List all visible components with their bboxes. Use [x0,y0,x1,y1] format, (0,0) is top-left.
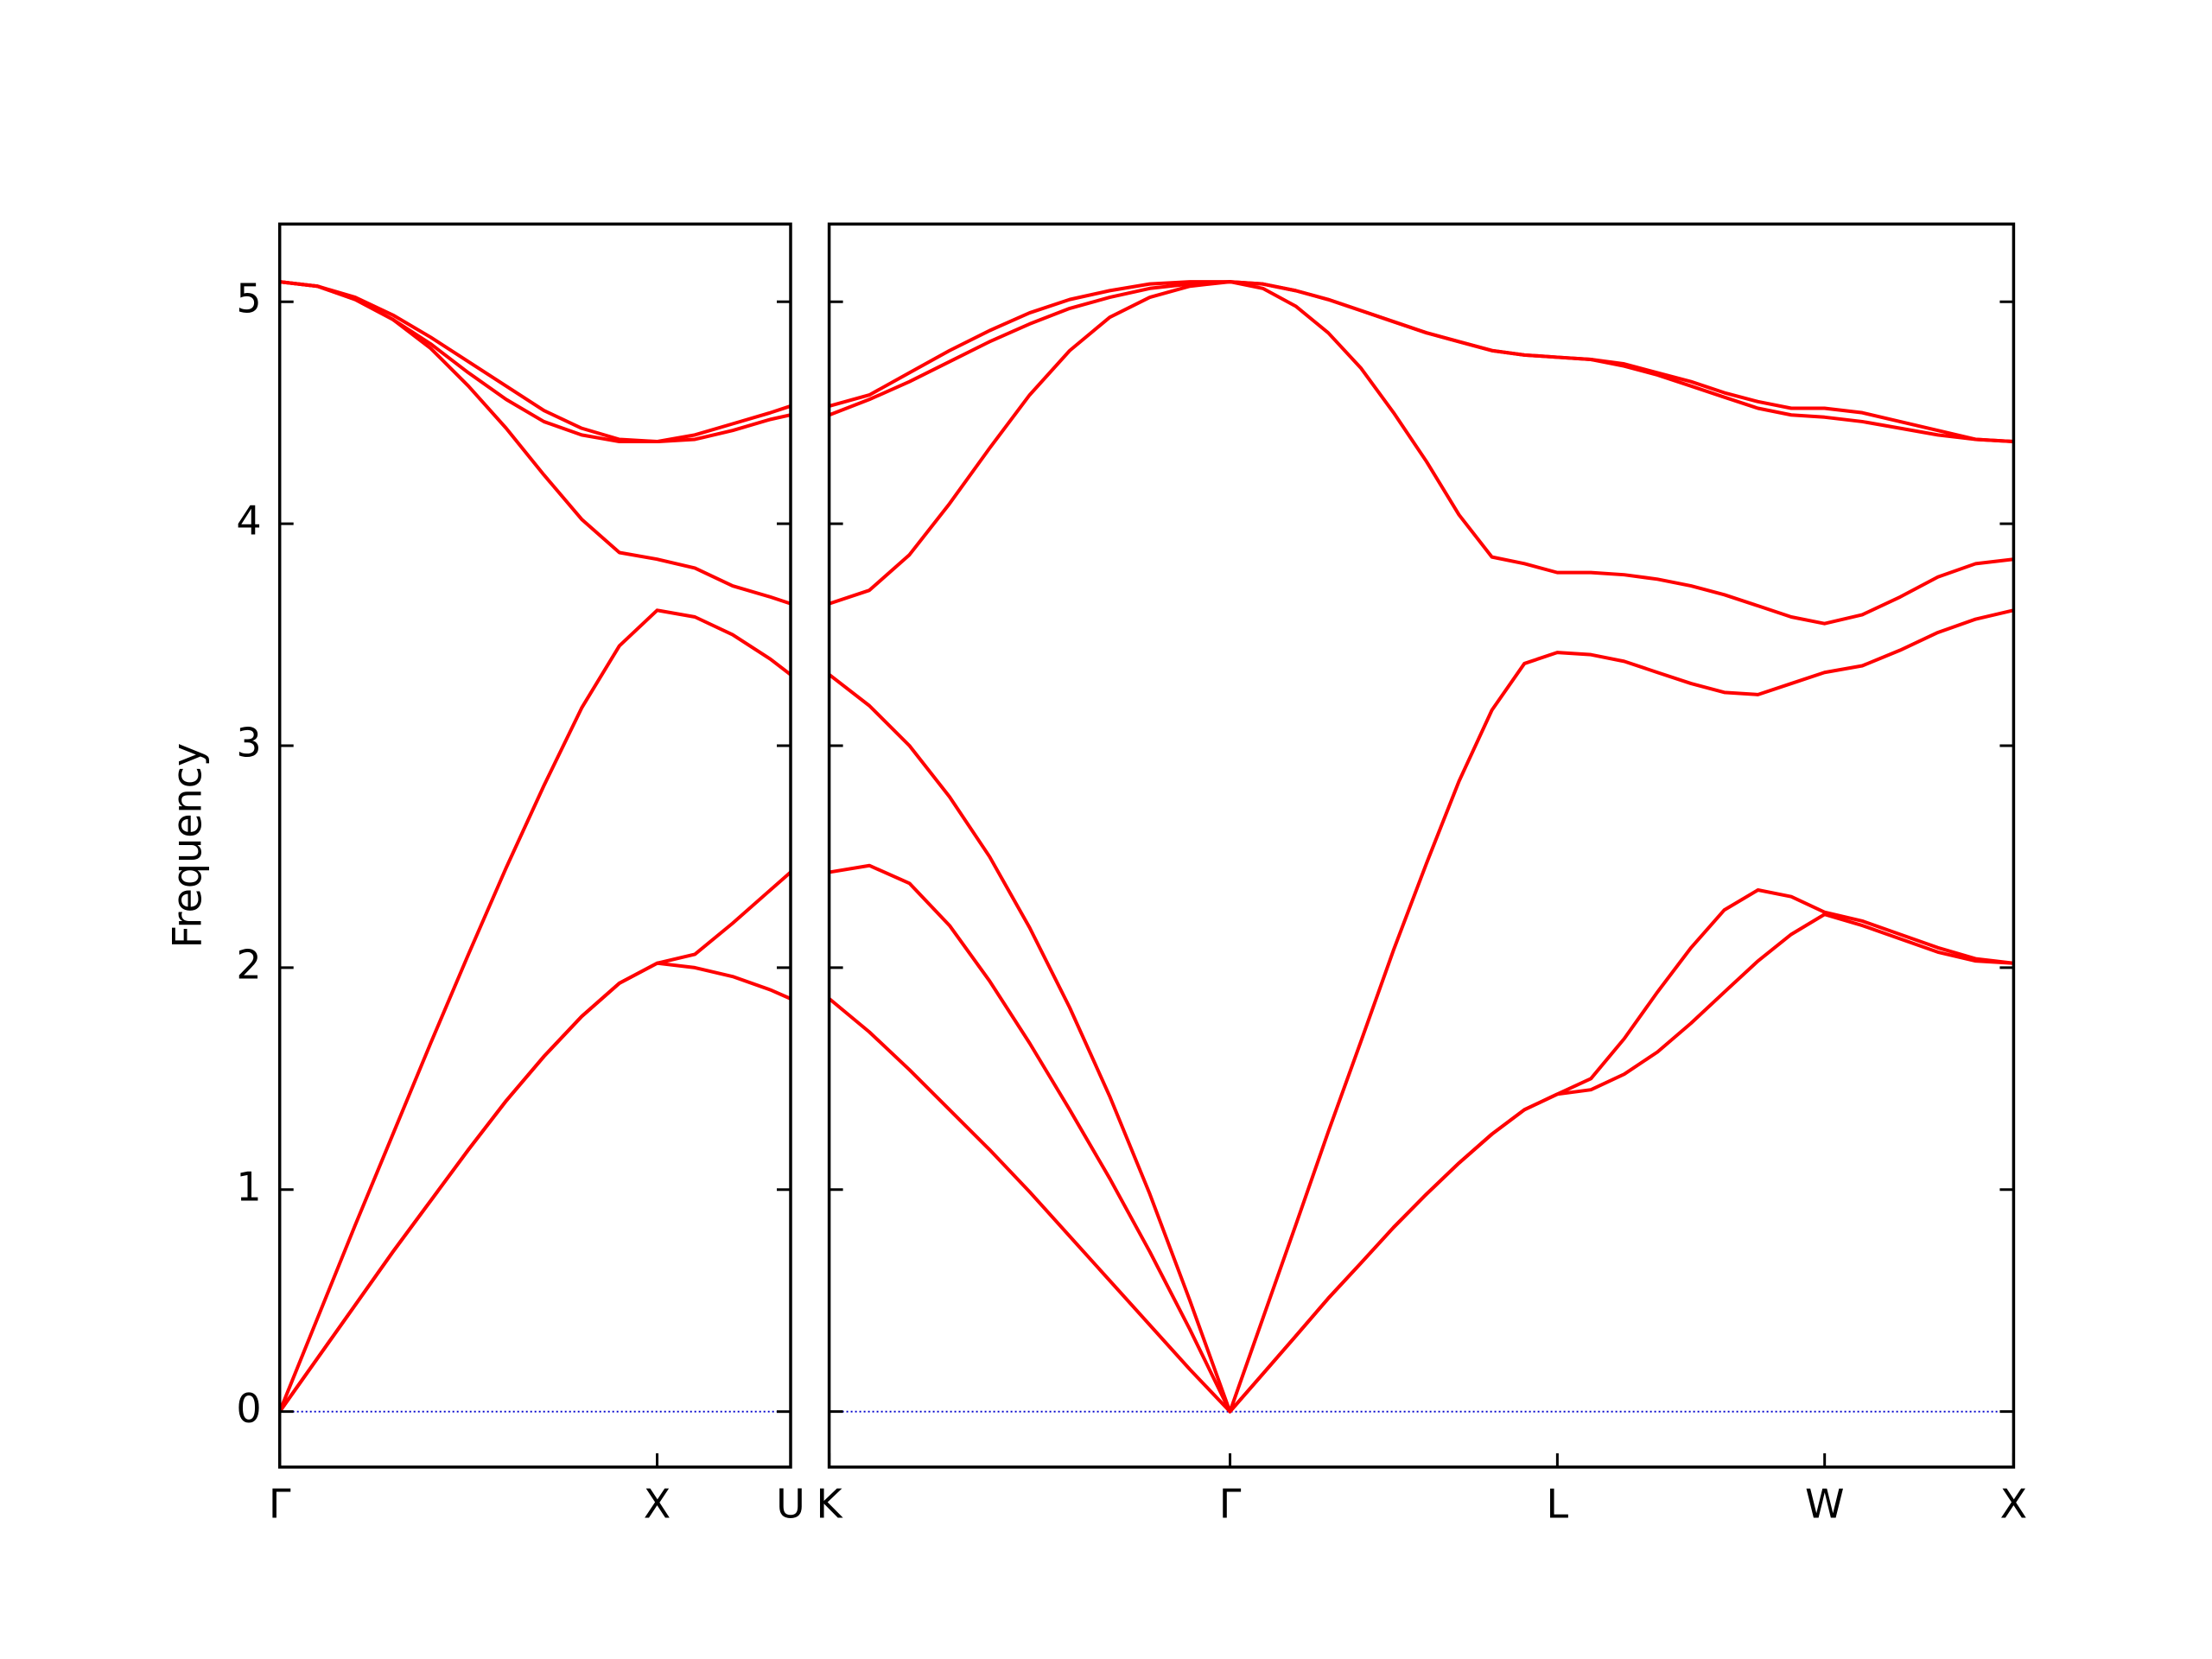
band-line [829,280,2014,626]
band-line [279,280,791,444]
band-line [277,608,792,1413]
y-tick-label: 5 [236,276,261,322]
band-line [829,280,2014,444]
plot-frame [827,222,2016,1469]
band-line [828,608,2014,1414]
y-tick-label: 4 [236,498,261,544]
x-tick-label: U [776,1480,805,1527]
band-line [279,280,791,606]
band-line [829,280,2014,444]
x-tick-label: Γ [1219,1480,1242,1527]
x-tick-label: K [817,1480,844,1527]
plot-frame [277,222,792,1469]
x-tick-label: L [1547,1480,1569,1527]
band-line [279,280,791,444]
y-tick-label: 1 [236,1163,261,1210]
band-line [829,863,2014,1414]
x-tick-label: X [2000,1480,2028,1527]
x-tick-label: W [1805,1480,1844,1527]
x-tick-label: Γ [269,1480,291,1527]
band-line [828,912,2014,1414]
y-tick-label: 2 [236,941,261,988]
x-tick-label: X [644,1480,671,1527]
y-tick-label: 0 [236,1385,261,1432]
y-axis-label: Frequency [164,743,211,949]
y-tick-label: 3 [236,719,261,766]
band-line [278,961,791,1413]
band-line [278,870,792,1413]
